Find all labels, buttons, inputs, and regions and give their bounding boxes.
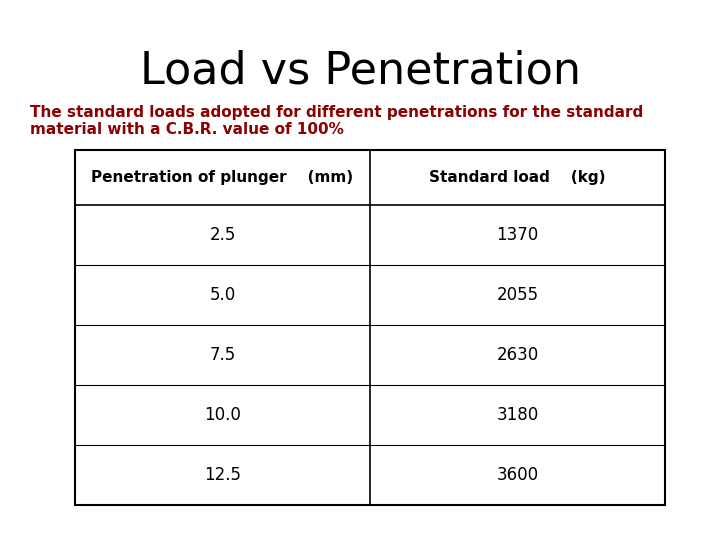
Text: 5.0: 5.0 xyxy=(210,286,235,304)
Text: 12.5: 12.5 xyxy=(204,466,241,484)
Text: material with a C.B.R. value of 100%: material with a C.B.R. value of 100% xyxy=(30,122,344,137)
Text: 3180: 3180 xyxy=(496,406,539,424)
Text: 1370: 1370 xyxy=(496,226,539,244)
Bar xyxy=(75,150,665,505)
Text: 2630: 2630 xyxy=(496,346,539,364)
Text: Standard load    (kg): Standard load (kg) xyxy=(429,170,606,185)
Text: Penetration of plunger    (mm): Penetration of plunger (mm) xyxy=(91,170,354,185)
Text: 2055: 2055 xyxy=(496,286,539,304)
Text: 10.0: 10.0 xyxy=(204,406,241,424)
Text: 7.5: 7.5 xyxy=(210,346,235,364)
Text: The standard loads adopted for different penetrations for the standard: The standard loads adopted for different… xyxy=(30,105,643,120)
Text: 2.5: 2.5 xyxy=(210,226,235,244)
Text: 3600: 3600 xyxy=(496,466,539,484)
Text: Load vs Penetration: Load vs Penetration xyxy=(140,50,580,93)
